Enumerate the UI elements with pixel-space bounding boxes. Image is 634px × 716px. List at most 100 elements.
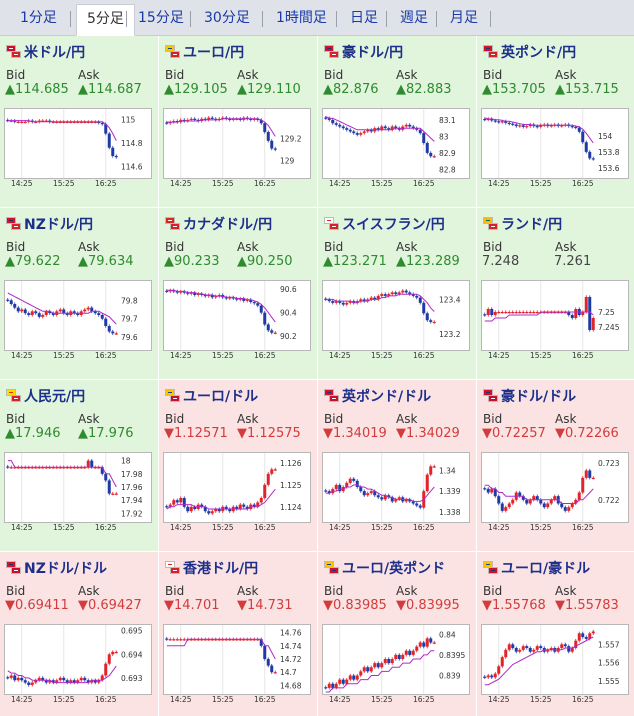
candle bbox=[425, 638, 429, 647]
flag-pair-icon bbox=[6, 45, 21, 59]
tab-3[interactable]: 15分足 bbox=[138, 10, 184, 26]
candle bbox=[415, 128, 419, 130]
pair-title-link[interactable]: ユーロ/ドル bbox=[165, 386, 258, 405]
candlestick-chart[interactable]: 83.1 83 82.9 82.8 14:25 15:25 16:25 bbox=[322, 108, 470, 188]
candle bbox=[341, 302, 345, 305]
pair-title-link[interactable]: 英ポンド/ドル bbox=[324, 386, 431, 405]
candlestick-chart[interactable]: 115 114.8 114.6 14:25 15:25 16:25 bbox=[4, 108, 152, 188]
candle bbox=[175, 291, 179, 293]
candle bbox=[535, 312, 539, 314]
flag-pair-icon bbox=[324, 217, 339, 231]
moving-average-line bbox=[7, 292, 117, 325]
candle bbox=[9, 300, 13, 304]
candlestick-chart[interactable]: 14.76 14.74 14.72 14.7 14.68 14:25 15:25 16:25 bbox=[163, 624, 311, 704]
tab-5[interactable]: 1時間足 bbox=[276, 10, 327, 26]
pair-title-link[interactable]: 豪ドル/ドル bbox=[483, 386, 576, 405]
candle bbox=[574, 499, 578, 504]
candle bbox=[376, 495, 380, 498]
currency-grid: 米ドル/円 Bid Ask ▲114.685 ▲114.687 115 114.8 114.6… bbox=[0, 36, 634, 716]
y-tick-label: 14.68 bbox=[280, 681, 302, 690]
pair-title-link[interactable]: 英ポンド/円 bbox=[483, 42, 576, 61]
y-tick-label: 17.92 bbox=[121, 509, 143, 518]
candle bbox=[34, 467, 38, 469]
candle bbox=[16, 121, 20, 123]
tab-1[interactable]: 1分足 bbox=[20, 10, 57, 26]
candle bbox=[425, 474, 429, 492]
jp-flag-icon bbox=[329, 51, 339, 58]
tab-7[interactable]: 週足 bbox=[400, 10, 428, 26]
pair-title-link[interactable]: ランド/円 bbox=[483, 214, 562, 233]
candle bbox=[577, 633, 581, 641]
tab-8[interactable]: 月足 bbox=[450, 10, 478, 26]
candlestick-chart[interactable]: 18 17.98 17.96 17.94 17.92 14:25 15:25 16:25 bbox=[4, 452, 152, 532]
pair-title-link[interactable]: カナダドル/円 bbox=[165, 214, 272, 233]
bid-value: ▼0.69411 bbox=[5, 598, 69, 613]
tab-4[interactable]: 30分足 bbox=[204, 10, 250, 26]
candlestick-chart[interactable]: 90.6 90.4 90.2 14:25 15:25 16:25 bbox=[163, 280, 311, 360]
candle bbox=[76, 121, 80, 123]
candlestick-chart[interactable]: 79.8 79.7 79.6 14:25 15:25 16:25 bbox=[4, 280, 152, 360]
x-tick-label: 16:25 bbox=[95, 695, 117, 704]
candlestick-chart[interactable]: 1.126 1.125 1.124 14:25 15:25 16:25 bbox=[163, 452, 311, 532]
pair-title-link[interactable]: 人民元/円 bbox=[6, 386, 85, 405]
pair-title-link[interactable]: スイスフラン/円 bbox=[324, 214, 445, 233]
moving-average-line bbox=[166, 118, 276, 137]
y-tick-label: 0.722 bbox=[598, 496, 620, 505]
candlestick-chart[interactable]: 1.557 1.556 1.555 14:25 15:25 16:25 bbox=[481, 624, 629, 704]
candle bbox=[373, 663, 377, 668]
flag-pair-icon bbox=[483, 389, 498, 403]
candle bbox=[521, 125, 525, 127]
pair-title-link[interactable]: 香港ドル/円 bbox=[165, 558, 258, 577]
candle bbox=[493, 120, 497, 122]
pair-title-link[interactable]: NZドル/円 bbox=[6, 214, 93, 233]
candlestick-chart[interactable]: 1.34 1.339 1.338 14:25 15:25 16:25 bbox=[322, 452, 470, 532]
candle bbox=[334, 683, 338, 688]
pair-title-link[interactable]: 米ドル/円 bbox=[6, 42, 85, 61]
pair-title-link[interactable]: 豪ドル/円 bbox=[324, 42, 403, 61]
candle bbox=[168, 290, 172, 292]
candlestick-chart[interactable]: 129.2 129 14:25 15:25 16:25 bbox=[163, 108, 311, 188]
ask-label: Ask bbox=[396, 240, 418, 254]
pair-title-link[interactable]: ユーロ/円 bbox=[165, 42, 244, 61]
candlestick-chart[interactable]: 123.4 123.2 14:25 15:25 16:25 bbox=[322, 280, 470, 360]
candle bbox=[355, 480, 359, 487]
candle bbox=[16, 307, 20, 312]
candle bbox=[373, 491, 377, 496]
pair-title-link[interactable]: ユーロ/英ポンド bbox=[324, 558, 445, 577]
candle bbox=[539, 125, 543, 127]
pair-title-link[interactable]: ユーロ/豪ドル bbox=[483, 558, 590, 577]
candle bbox=[97, 121, 101, 123]
candle bbox=[415, 503, 419, 506]
pair-title-link[interactable]: NZドル/ドル bbox=[6, 558, 107, 577]
candle bbox=[165, 506, 169, 508]
x-tick-label: 16:25 bbox=[254, 523, 276, 532]
candle bbox=[432, 642, 436, 644]
candle bbox=[352, 131, 356, 134]
candlestick-chart[interactable]: 0.695 0.694 0.693 14:25 15:25 16:25 bbox=[4, 624, 152, 704]
y-tick-label: 0.694 bbox=[121, 650, 143, 659]
candle bbox=[111, 147, 115, 156]
candle bbox=[16, 467, 20, 469]
candle bbox=[500, 121, 504, 123]
candle bbox=[245, 506, 249, 509]
us-flag-icon bbox=[170, 395, 180, 402]
candlestick-chart[interactable]: 0.84 0.8395 0.839 14:25 15:25 16:25 bbox=[322, 624, 470, 704]
candle bbox=[107, 480, 111, 494]
candle bbox=[324, 117, 328, 119]
tab-6[interactable]: 日足 bbox=[350, 10, 378, 26]
candle bbox=[394, 499, 398, 502]
x-tick-label: 16:25 bbox=[95, 351, 117, 360]
candle bbox=[588, 633, 592, 639]
bid-label: Bid bbox=[6, 240, 26, 254]
candlestick-chart[interactable]: 0.723 0.722 14:25 15:25 16:25 bbox=[481, 452, 629, 532]
candle bbox=[581, 131, 585, 143]
candlestick-chart[interactable]: 7.25 7.245 14:25 15:25 16:25 bbox=[481, 280, 629, 360]
candle bbox=[193, 292, 197, 295]
x-tick-label: 15:25 bbox=[53, 179, 75, 188]
candle bbox=[490, 118, 494, 121]
candlestick-chart[interactable]: 154 153.8 153.6 14:25 15:25 16:25 bbox=[481, 108, 629, 188]
tab-2[interactable]: 5分足 bbox=[76, 4, 135, 36]
candle bbox=[214, 509, 218, 512]
y-tick-label: 79.8 bbox=[121, 296, 138, 305]
candle bbox=[404, 650, 408, 655]
